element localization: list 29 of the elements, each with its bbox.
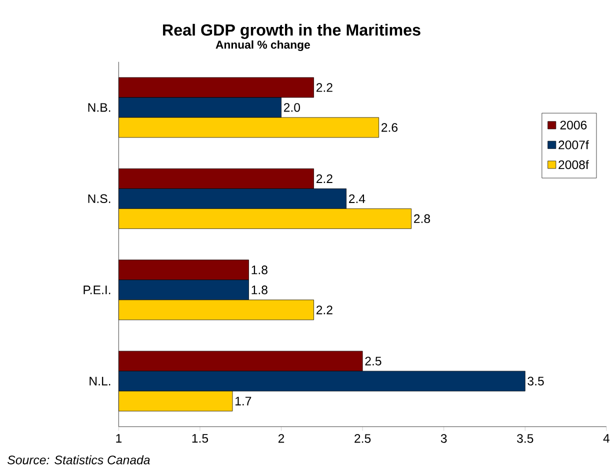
x-tick-label: 4 bbox=[603, 434, 610, 443]
legend-label: 2006 bbox=[560, 120, 587, 130]
data-label: 3.5 bbox=[528, 376, 544, 386]
x-tick-label: 3.5 bbox=[517, 434, 534, 444]
x-tick-label: 3 bbox=[440, 434, 447, 444]
x-tick-label: 2 bbox=[278, 434, 284, 443]
x-tick-label: 2.5 bbox=[354, 434, 371, 444]
x-tick-label: 1 bbox=[116, 434, 122, 443]
source-note: Source: Statistics Canada bbox=[8, 455, 150, 465]
data-label: 2.2 bbox=[316, 174, 332, 184]
data-label: 2.4 bbox=[349, 194, 366, 204]
data-label: 2.5 bbox=[365, 356, 382, 366]
chart-subtitle: Annual % change bbox=[216, 40, 310, 52]
data-label: 2.2 bbox=[316, 83, 332, 92]
y-tick-label: N.B. bbox=[88, 103, 110, 112]
y-tick-label: N.L. bbox=[90, 377, 110, 386]
data-label: 1.8 bbox=[252, 286, 268, 294]
data-label: 2.8 bbox=[414, 214, 430, 224]
data-label: 2.6 bbox=[382, 123, 398, 132]
y-tick-label: N.S. bbox=[88, 194, 110, 204]
x-tick-label: 1.5 bbox=[192, 434, 208, 443]
y-tick-label: P.E.I. bbox=[84, 286, 110, 294]
legend-label: 2007f bbox=[558, 140, 589, 150]
data-label: 2.2 bbox=[316, 306, 332, 314]
data-label: 1.7 bbox=[236, 397, 252, 406]
data-label: 1.8 bbox=[252, 266, 268, 274]
legend-label: 2008f bbox=[558, 160, 589, 170]
chart-title: Real GDP growth in the Maritimes bbox=[163, 24, 420, 40]
data-label: 2.0 bbox=[284, 103, 300, 112]
